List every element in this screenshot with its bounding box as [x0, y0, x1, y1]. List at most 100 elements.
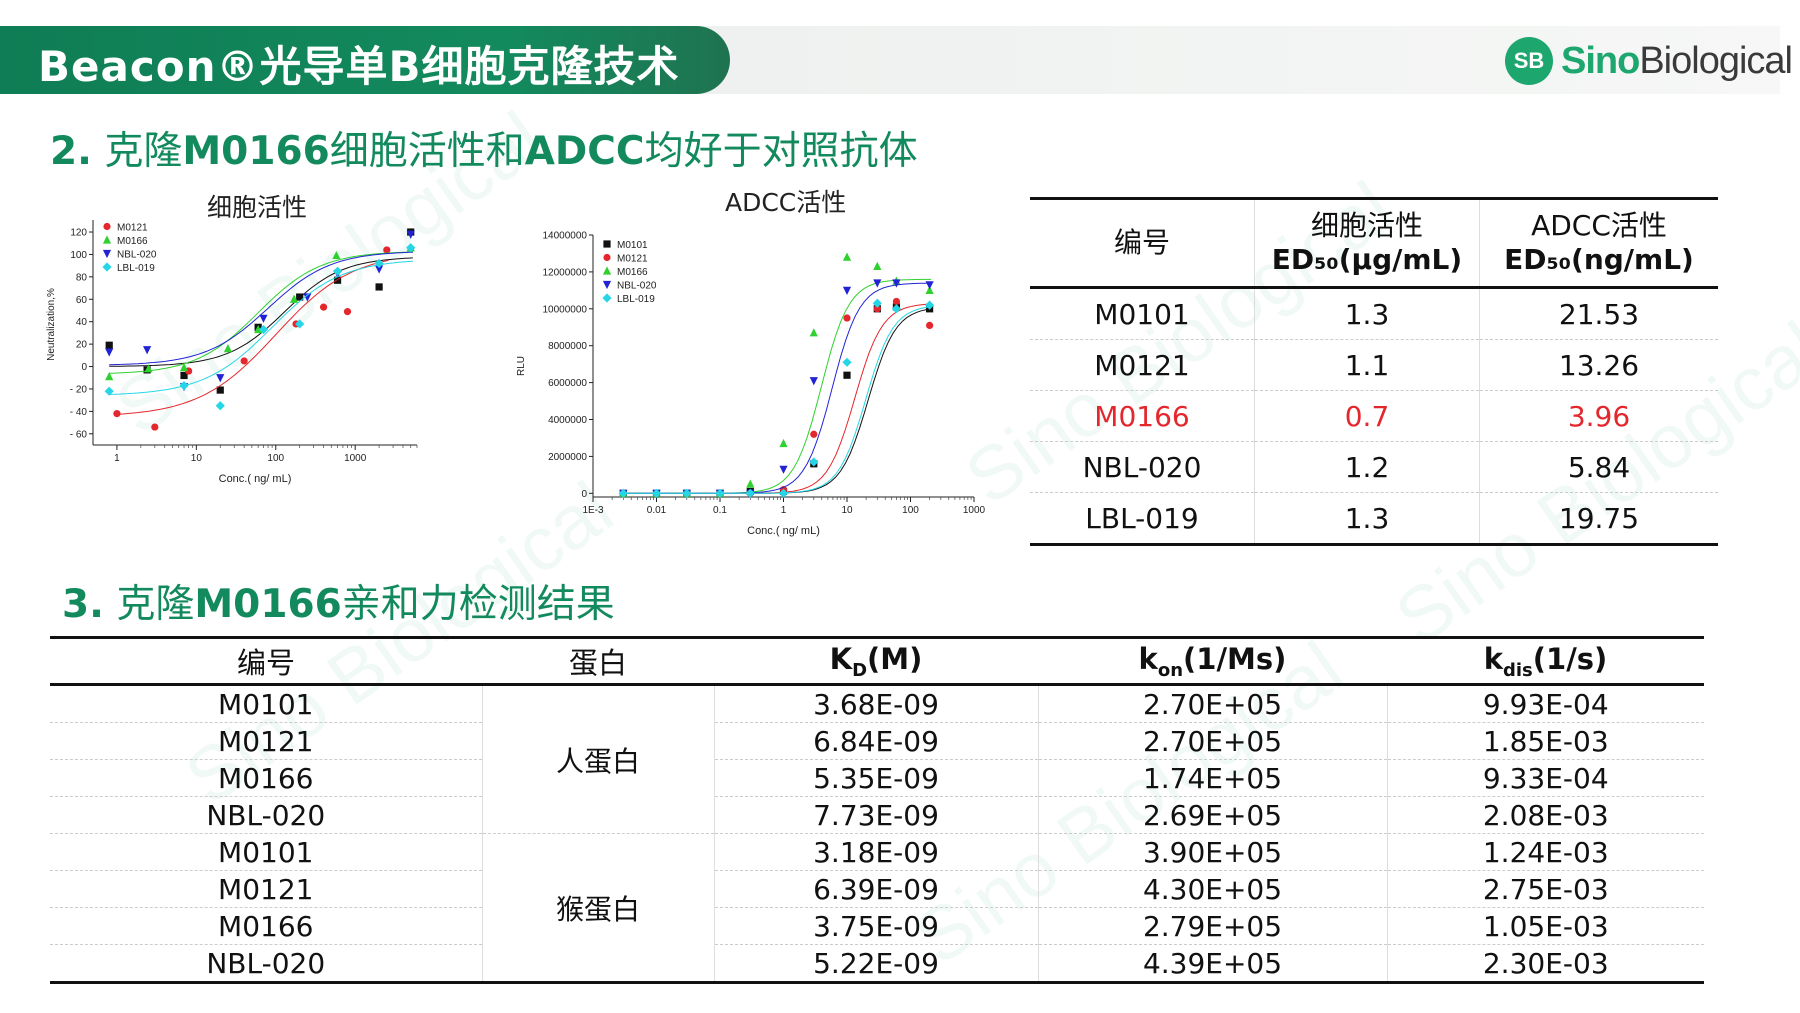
- y-tick-label: 20: [76, 340, 88, 351]
- data-point-M0121: [873, 305, 881, 313]
- legend-marker-M0121: [603, 253, 611, 262]
- y-tick-label: 14000000: [543, 231, 588, 242]
- group-label-human: 人蛋白: [481, 684, 714, 834]
- data-point-LBL-019: [715, 488, 725, 498]
- y-tick-label: 60: [76, 295, 88, 306]
- data-point-M0121: [892, 297, 901, 306]
- data-point-NBL-020: [925, 281, 934, 290]
- y-tick-label: 0: [81, 362, 87, 373]
- data-point-M0166: [842, 252, 852, 261]
- data-point-M0166: [809, 328, 818, 337]
- data-point-LBL-019: [872, 298, 882, 308]
- data-point-LBL-019: [651, 488, 662, 498]
- legend-label-M0166: M0166: [617, 267, 648, 278]
- fit-curve-M0166: [109, 251, 413, 374]
- data-point-NBL-020: [259, 314, 268, 323]
- col-header-adcc: ADCC活性 ED₅₀(ng/mL): [1479, 198, 1718, 289]
- x-tick-label: 10: [841, 505, 853, 516]
- data-point-M0121: [383, 246, 391, 254]
- y-tick-label: 80: [76, 272, 88, 283]
- data-point-LBL-019: [842, 357, 852, 367]
- x-tick-label: 0.1: [713, 505, 727, 516]
- data-point-LBL-019: [258, 324, 269, 335]
- fit-curve-M0121: [117, 259, 389, 415]
- data-point-NBL-020: [406, 230, 415, 239]
- table-row: M0121 6.39E-09 4.30E+05 2.75E-03: [50, 870, 1704, 908]
- data-point-M0166: [873, 261, 882, 270]
- data-point-M0101: [843, 371, 851, 379]
- y-tick-label: - 60: [70, 429, 88, 440]
- data-point-LBL-019: [406, 243, 416, 253]
- legend-label-LBL-019: LBL-019: [617, 294, 655, 305]
- legend-marker-M0121: [103, 222, 111, 231]
- legend-label-M0166: M0166: [117, 236, 148, 247]
- table-row: NBL-020 1.2 5.84: [1030, 441, 1718, 493]
- data-point-M0121: [926, 321, 934, 330]
- neutralization-chart: 140120100806040200- 20- 40- 601101001000…: [46, 220, 418, 485]
- data-point-NBL-020: [842, 286, 852, 295]
- col-header-kd: KD(M): [714, 637, 1038, 686]
- fit-curve-LBL-019: [109, 260, 413, 395]
- table-row: M0121 1.1 13.26: [1030, 339, 1718, 391]
- section2-heading: 2. 克隆M0166细胞活性和ADCC均好于对照抗体: [50, 129, 918, 174]
- data-point-M0166: [223, 344, 233, 353]
- data-point-NBL-020: [779, 465, 788, 474]
- y-axis-label: RLU: [516, 356, 527, 376]
- y-tick-label: 10000000: [543, 304, 588, 315]
- table-row: LBL-019 1.3 19.75: [1030, 492, 1718, 545]
- data-point-M0101: [180, 371, 188, 380]
- data-point-M0166: [254, 324, 263, 334]
- data-point-NBL-020: [892, 279, 901, 288]
- data-point-M0101: [296, 293, 304, 301]
- data-point-M0101: [105, 341, 113, 349]
- x-tick-label: 1: [114, 453, 120, 464]
- data-point-LBL-019: [778, 488, 789, 498]
- fit-curve-M0101: [621, 308, 932, 494]
- x-axis-label: Conc.( ng/ mL): [219, 473, 292, 485]
- y-tick-label: 6000000: [548, 378, 587, 389]
- col-header-cell-activity: 细胞活性 ED₅₀(μg/mL): [1254, 198, 1480, 289]
- data-point-M0121: [843, 314, 851, 322]
- logo-wordmark: SinoBiological: [1561, 39, 1793, 82]
- header-banner: Beacon®光导单B细胞克隆技术: [0, 26, 730, 94]
- page-title: Beacon®光导单B细胞克隆技术: [38, 42, 680, 91]
- fit-curve-M0166: [621, 278, 932, 494]
- data-point-LBL-019: [374, 258, 384, 269]
- y-axis-label: Neutralization,%: [46, 288, 57, 361]
- legend-label-M0121: M0121: [117, 223, 148, 234]
- group-label-monkey: 猴蛋白: [481, 833, 714, 983]
- data-point-NBL-020: [809, 377, 818, 386]
- legend-marker-LBL-019: [102, 262, 112, 272]
- data-point-NBL-020: [375, 265, 384, 274]
- affinity-table: 编号 蛋白 KD(M) kon(1/Ms) kdis(1/s) M0101 人蛋白…: [50, 636, 1704, 984]
- legend-label-M0121: M0121: [617, 254, 648, 265]
- y-tick-label: - 40: [70, 407, 88, 418]
- table-row: M0101 猴蛋白 3.18E-09 3.90E+05 1.24E-03: [50, 833, 1704, 983]
- y-tick-label: 40: [76, 317, 88, 328]
- x-tick-label: 1000: [344, 453, 367, 464]
- data-point-M0166: [925, 285, 934, 294]
- data-point-M0121: [113, 410, 121, 418]
- legend-label-NBL-020: NBL-020: [617, 281, 657, 292]
- col-header-kdis: kdis(1/s): [1387, 637, 1704, 686]
- chart1-title: 细胞活性: [207, 193, 308, 222]
- y-tick-label: 4000000: [548, 415, 587, 426]
- table-row: M0101 人蛋白 3.68E-09 2.70E+05 9.93E-04: [50, 684, 1704, 834]
- legend-label-M0101: M0101: [617, 240, 648, 251]
- logo-mark: SB: [1505, 37, 1553, 85]
- data-point-M0166: [779, 438, 788, 448]
- data-point-LBL-019: [925, 300, 935, 310]
- x-tick-label: 1000: [963, 505, 986, 516]
- data-point-NBL-020: [143, 346, 152, 355]
- ed50-table: 编号 细胞活性 ED₅₀(μg/mL) ADCC活性 ED₅₀(ng/mL) M01…: [1030, 197, 1718, 546]
- x-tick-label: 10: [191, 453, 203, 464]
- data-point-LBL-019: [179, 380, 189, 391]
- fit-curve-LBL-019: [621, 306, 932, 494]
- data-point-NBL-020: [105, 348, 114, 357]
- data-point-M0166: [332, 250, 341, 260]
- table-row: M0166 5.35E-09 1.74E+05 9.33E-04: [50, 759, 1704, 797]
- data-point-M0166: [179, 363, 189, 372]
- y-tick-label: 120: [70, 228, 87, 239]
- fit-curve-M0121: [621, 303, 932, 494]
- legend-label-NBL-020: NBL-020: [117, 250, 157, 261]
